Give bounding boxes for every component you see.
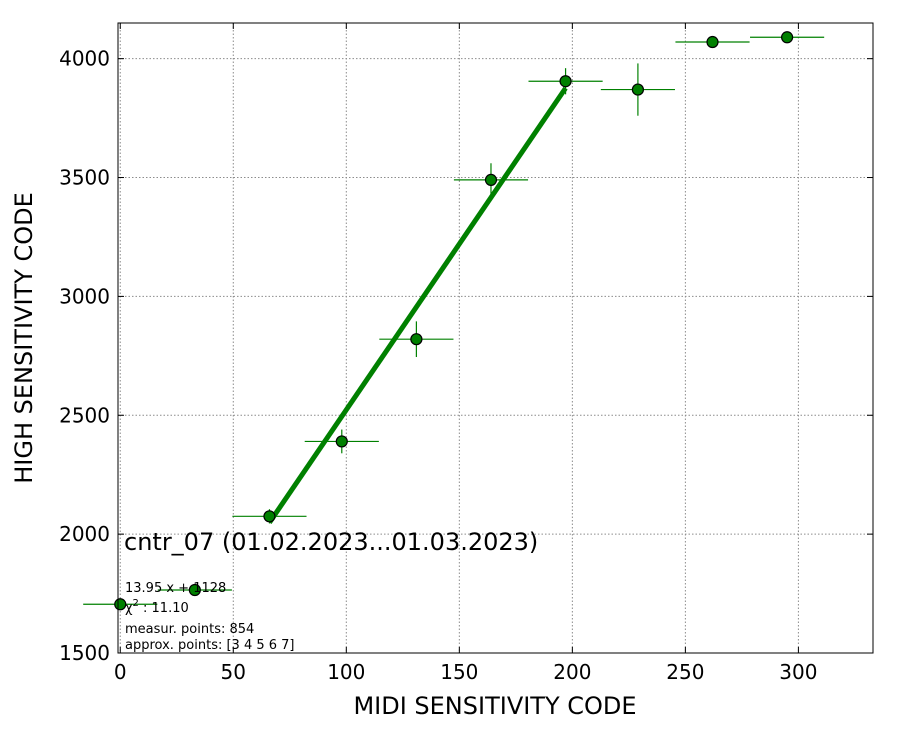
point-marker [335,435,348,448]
point-marker [559,75,572,88]
data-point [157,583,232,597]
data-point [232,509,307,524]
y-tick-label: 2000 [59,522,110,546]
point-marker [631,83,645,96]
annotation-approx-points: approx. points: [3 4 5 6 7] [125,638,295,653]
chi-superscript: 2 [133,598,139,609]
annotation: cntr_07 (01.02.2023...01.03.2023) 13.95 … [124,528,538,653]
fit-line-layer [267,86,568,524]
ticks: 0 50 100 150 200 250 300 1500 2000 2500 3000 3500 40… [59,23,873,684]
y-tick-label: 3000 [59,284,110,308]
point-marker [410,333,423,346]
y-tick-label: 2500 [59,403,110,427]
data-point [675,35,750,49]
annotation-measur-points: measur. points: 854 [125,622,254,637]
annotation-chi2: χ2 : 11.10 [125,598,189,616]
points-layer [83,31,825,611]
data-point [750,31,825,44]
data-point [379,321,454,358]
data-point [600,63,675,116]
annotation-title: cntr_07 (01.02.2023...01.03.2023) [124,528,538,556]
x-axis-title: MIDI SENSITIVITY CODE [353,692,636,720]
point-marker [263,510,276,523]
x-tick-label: 300 [779,660,817,684]
fit-line [267,86,568,524]
x-tick-label: 50 [221,660,246,684]
point-marker [781,31,794,44]
point-marker [706,35,719,49]
data-point [304,429,379,454]
annotation-fit-formula: 13.95 x + 1128 [125,581,226,596]
point-marker [484,173,498,187]
point-marker [188,583,201,597]
y-tick-label: 4000 [59,47,110,71]
x-tick-label: 150 [440,660,478,684]
x-tick-label: 100 [327,660,365,684]
y-tick-label: 1500 [59,641,110,665]
plot-frame [117,22,874,654]
x-tick-label: 250 [666,660,704,684]
chi-symbol: χ [125,601,133,616]
data-point [528,68,603,95]
chi-value: : 11.10 [139,601,189,616]
y-axis-title: HIGH SENSITIVITY CODE [10,192,38,484]
x-tick-label: 0 [114,660,127,684]
grid [118,23,873,654]
x-tick-label: 200 [553,660,591,684]
y-tick-label: 3500 [59,166,110,190]
data-point [453,163,529,197]
